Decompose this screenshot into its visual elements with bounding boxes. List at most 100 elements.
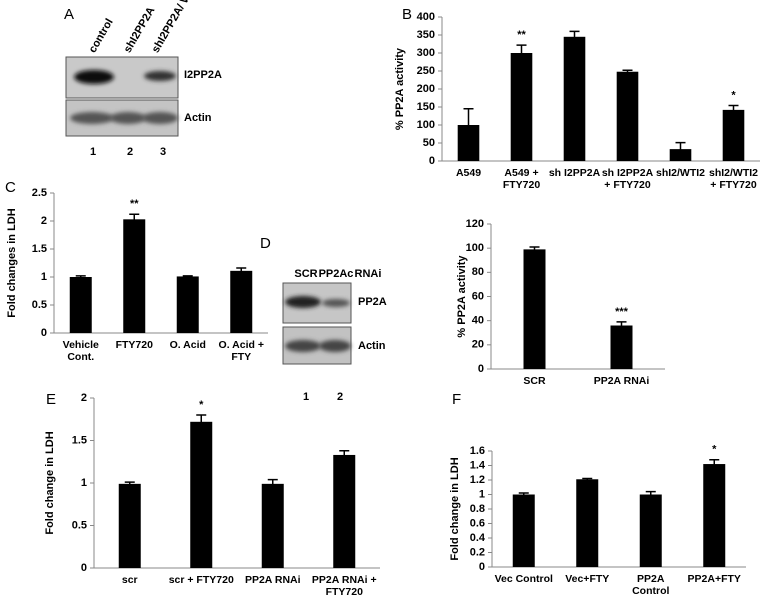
y-tick-label: 1 (41, 271, 47, 283)
error-bar (339, 449, 350, 460)
lane-label: SCR (294, 268, 317, 280)
y-axis-label: Fold changes in LDH (6, 208, 18, 317)
bar (722, 109, 745, 161)
significance: * (199, 399, 204, 411)
y-tick-label: 350 (417, 29, 435, 41)
y-axis-label: % PP2A activity (456, 255, 468, 338)
bar (563, 36, 586, 161)
error-bar (196, 414, 207, 429)
blot-d (282, 282, 352, 365)
y-tick-label: 1.6 (470, 445, 485, 457)
significance: * (731, 89, 736, 101)
band-label: I2PP2A (184, 69, 222, 81)
error-bar (463, 108, 474, 142)
x-tick-label: sh I2PP2A + FTY720 (601, 167, 654, 191)
y-tick-label: 1.5 (72, 434, 87, 446)
y-tick-label: 100 (466, 242, 484, 254)
x-tick-label: sh I2PP2A (548, 167, 601, 179)
y-tick-label: 300 (417, 47, 435, 59)
error-bar (582, 477, 593, 480)
bar (230, 270, 253, 333)
y-tick-label: 1.2 (470, 474, 485, 486)
y-tick-label: 2.5 (32, 187, 47, 199)
lane-label: control (87, 17, 116, 55)
lane-number: 2 (127, 146, 133, 158)
x-tick-label: PP2A RNAi (244, 574, 301, 586)
bar (333, 454, 356, 568)
x-tick-label: Vec Control (494, 573, 553, 585)
bar (123, 219, 146, 333)
error-bar (529, 246, 540, 252)
y-tick-label: 0.2 (470, 546, 485, 558)
error-bar (267, 478, 278, 489)
x-tick-label: PP2A+FTY (687, 573, 741, 585)
x-tick-label: O. Acid + FTY (218, 339, 264, 363)
treatment-label: RNAi (355, 268, 382, 280)
y-tick-label: 400 (417, 11, 435, 23)
lane-number: 1 (303, 391, 309, 403)
band-label: Actin (358, 340, 386, 352)
x-tick-label: A549 + FTY720 (502, 167, 541, 191)
error-bar (236, 267, 247, 274)
bar (610, 325, 633, 369)
x-tick-label: PP2A Control (632, 573, 670, 597)
bar (510, 53, 533, 161)
bar (190, 421, 213, 568)
bar (176, 276, 199, 333)
y-tick-label: 80 (472, 266, 484, 278)
lane-label: shI2PP2A/ WTI2PP2A (150, 0, 216, 55)
y-tick-label: 2 (41, 215, 47, 227)
y-tick-label: 2 (81, 392, 87, 404)
x-tick-label: shI2/WTI2 + FTY720 (708, 167, 758, 191)
lane-number: 1 (90, 146, 96, 158)
bar (703, 464, 726, 567)
bar (118, 483, 141, 568)
error-bar (516, 44, 527, 61)
y-tick-label: 120 (466, 218, 484, 230)
x-tick-label: PP2A RNAi + FTY720 (311, 574, 377, 598)
y-tick-label: 150 (417, 101, 435, 113)
y-tick-label: 0.4 (470, 532, 486, 544)
x-tick-label: SCR (523, 375, 546, 387)
error-bar (129, 213, 140, 225)
y-tick-label: 0.5 (72, 519, 87, 531)
panel-label: D (260, 235, 271, 252)
bar (457, 125, 480, 161)
error-bar (616, 321, 627, 330)
significance: ** (517, 29, 526, 41)
panel-label: B (402, 6, 412, 23)
lane-number: 2 (337, 391, 343, 403)
y-tick-label: 0.6 (470, 517, 485, 529)
bar (69, 277, 92, 333)
y-tick-label: 1.5 (32, 243, 47, 255)
bar (576, 479, 599, 567)
bar (261, 483, 284, 568)
blot-a (65, 56, 179, 137)
y-tick-label: 1 (81, 477, 87, 489)
error-bar (709, 458, 720, 469)
bar (512, 494, 535, 567)
y-tick-label: 50 (423, 137, 435, 149)
significance: *** (615, 306, 629, 318)
x-tick-label: PP2A RNAi (593, 375, 650, 387)
error-bar (75, 275, 86, 279)
y-axis-label: Fold change in LDH (44, 431, 56, 534)
panel-label: E (46, 391, 56, 408)
y-tick-label: 0.8 (470, 503, 485, 515)
y-tick-label: 0 (429, 155, 435, 167)
y-axis-label: Fold change in LDH (449, 457, 461, 560)
lane-number: 3 (160, 146, 166, 158)
y-tick-label: 1.4 (470, 459, 486, 471)
band-label: PP2A (358, 296, 387, 308)
error-bar (124, 481, 135, 486)
error-bar (518, 492, 529, 496)
error-bar (182, 275, 193, 277)
band-label: Actin (184, 112, 212, 124)
lane-label: PP2Ac (319, 268, 354, 280)
error-bar (675, 141, 686, 156)
y-axis-label: % PP2A activity (394, 47, 406, 130)
x-tick-label: A549 (455, 167, 482, 179)
x-tick-label: FTY720 (115, 339, 153, 351)
bar (523, 249, 546, 369)
bar (616, 71, 639, 161)
